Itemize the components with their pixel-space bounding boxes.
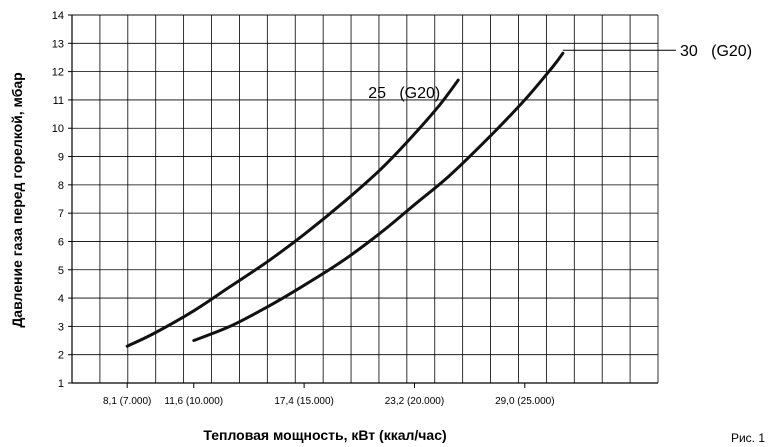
x-tick-label: 11,6 (10.000): [164, 396, 223, 407]
y-tick-label: 7: [58, 208, 64, 220]
grid: [72, 14, 658, 383]
y-tick-label: 4: [58, 293, 64, 305]
y-tick-label: 5: [58, 265, 64, 277]
y-tick-label: 14: [52, 10, 64, 22]
axes: [68, 14, 659, 388]
y-tick-label: 6: [58, 236, 64, 248]
y-tick-label: 9: [58, 152, 64, 164]
y-tick-label: 1: [58, 378, 64, 390]
x-tick-label: 8,1 (7.000): [103, 396, 151, 407]
x-tick-label: 17,4 (15.000): [274, 396, 334, 407]
y-tick-label: 12: [52, 67, 64, 79]
figure-label: Рис. 1: [731, 431, 765, 445]
y-tick-label: 11: [53, 95, 64, 107]
x-tick-label: 23,2 (20.000): [385, 396, 445, 407]
y-tick-label: 13: [52, 38, 64, 50]
series-label-25: 25 (G20): [368, 85, 440, 102]
series-labels: 25 (G20) 30 (G20): [368, 43, 752, 102]
x-tick-label: 29,0 (25.000): [495, 396, 555, 407]
y-tick-label: 10: [52, 123, 64, 135]
y-tick-label: 8: [58, 180, 64, 192]
y-tick-label: 2: [58, 350, 64, 362]
y-axis-title: Давление газа перед горелкой, мбар: [9, 72, 25, 327]
series-line-30: [192, 51, 565, 342]
x-axis-title: Тепловая мощность, кВт (ккал/час): [203, 427, 446, 443]
y-tick-label: 3: [58, 321, 64, 333]
series-label-30: 30 (G20): [680, 43, 752, 60]
series-line-25: [125, 78, 460, 348]
series-lines: [125, 51, 565, 348]
